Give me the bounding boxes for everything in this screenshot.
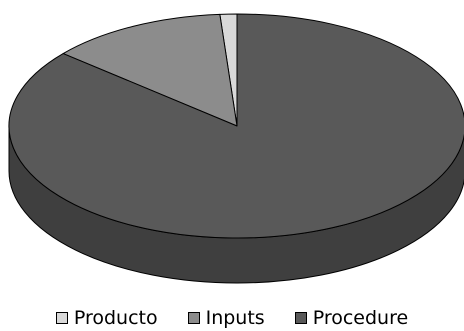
pie-slice-procedure bbox=[8, 13, 464, 239]
legend-item-producto: Producto bbox=[55, 306, 158, 329]
pie-chart-svg bbox=[8, 13, 464, 284]
pie-slice-inputs bbox=[62, 13, 238, 127]
legend-item-procedure: Procedure bbox=[294, 306, 409, 329]
pie-chart bbox=[8, 13, 464, 284]
legend-swatch-producto bbox=[55, 311, 68, 324]
legend-label-inputs: Inputs bbox=[205, 306, 265, 329]
legend-item-inputs: Inputs bbox=[187, 306, 265, 329]
legend-label-procedure: Procedure bbox=[312, 306, 409, 329]
legend: Producto Inputs Procedure bbox=[0, 304, 464, 331]
legend-swatch-procedure bbox=[294, 311, 307, 324]
legend-label-producto: Producto bbox=[73, 306, 158, 329]
legend-swatch-inputs bbox=[187, 311, 200, 324]
